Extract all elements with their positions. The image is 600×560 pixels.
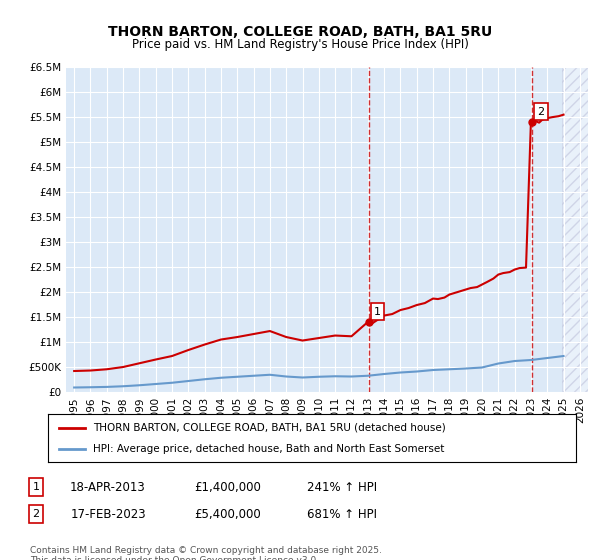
Text: 241% ↑ HPI: 241% ↑ HPI <box>307 480 377 494</box>
Text: 2: 2 <box>32 509 40 519</box>
Bar <box>562 67 588 392</box>
Text: £5,400,000: £5,400,000 <box>194 507 262 521</box>
Text: THORN BARTON, COLLEGE ROAD, BATH, BA1 5RU: THORN BARTON, COLLEGE ROAD, BATH, BA1 5R… <box>108 25 492 39</box>
Text: Contains HM Land Registry data © Crown copyright and database right 2025.
This d: Contains HM Land Registry data © Crown c… <box>30 546 382 560</box>
Text: 2: 2 <box>537 106 544 116</box>
Text: 681% ↑ HPI: 681% ↑ HPI <box>307 507 377 521</box>
Text: HPI: Average price, detached house, Bath and North East Somerset: HPI: Average price, detached house, Bath… <box>93 444 444 454</box>
Text: 1: 1 <box>374 306 381 316</box>
Text: THORN BARTON, COLLEGE ROAD, BATH, BA1 5RU (detached house): THORN BARTON, COLLEGE ROAD, BATH, BA1 5R… <box>93 423 446 433</box>
Text: 18-APR-2013: 18-APR-2013 <box>70 480 146 494</box>
Text: £1,400,000: £1,400,000 <box>194 480 262 494</box>
Text: Price paid vs. HM Land Registry's House Price Index (HPI): Price paid vs. HM Land Registry's House … <box>131 38 469 51</box>
Text: 17-FEB-2023: 17-FEB-2023 <box>70 507 146 521</box>
Text: 1: 1 <box>32 482 40 492</box>
